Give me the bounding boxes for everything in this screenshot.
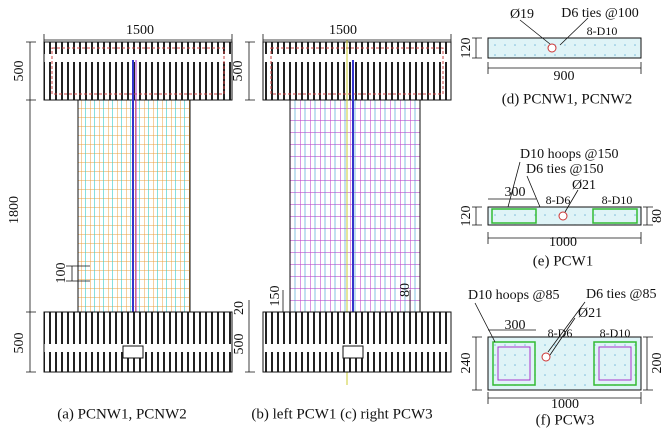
dim-label: 200 xyxy=(650,353,665,374)
label: 8-D6 xyxy=(548,326,573,340)
dim-label: 300 xyxy=(505,185,526,200)
label: Ø21 xyxy=(578,306,602,321)
label: 8-D10 xyxy=(587,24,618,38)
caption: (d) PCNW1, PCNW2 xyxy=(502,91,632,107)
dim-label: 1000 xyxy=(549,235,577,250)
panel-b: 1500 500 150 20 80 500 (b) left PCW1 (c)… xyxy=(231,23,451,422)
caption: (a) PCNW1, PCNW2 xyxy=(57,406,187,422)
dim-label: 1500 xyxy=(329,23,357,38)
dim-label: 120 xyxy=(459,38,474,59)
dim-label: 500 xyxy=(232,334,247,355)
label: D10 hoops @85 xyxy=(468,288,559,303)
dim-line xyxy=(245,42,255,372)
figure: 1500 500 1800 100 500 (a) PCNW1, PCNW2 1… xyxy=(0,0,665,428)
label: 8-D10 xyxy=(600,326,631,340)
label: 8-D10 xyxy=(602,193,633,207)
anchor xyxy=(343,346,363,358)
caption: (b) left PCW1 (c) right PCW3 xyxy=(251,406,432,422)
label: D6 ties @100 xyxy=(561,6,638,21)
label: Ø21 xyxy=(572,178,596,193)
dim-label: 100 xyxy=(54,263,69,284)
dim-label: 500 xyxy=(231,61,246,82)
top-block xyxy=(44,42,232,100)
duct xyxy=(542,353,550,361)
top-block xyxy=(263,42,451,100)
dim-label: 1500 xyxy=(126,23,154,38)
dim-label: 900 xyxy=(554,69,575,84)
dim-label: 80 xyxy=(398,283,413,297)
panel-e: D10 hoops @150 D6 ties @150 Ø21 300 8-D6… xyxy=(459,147,665,269)
panel-f: D10 hoops @85 D6 ties @85 Ø21 300 8-D6 8… xyxy=(459,287,665,428)
label: Ø19 xyxy=(510,7,534,22)
caption: (e) PCW1 xyxy=(533,253,593,269)
label: D6 ties @85 xyxy=(586,287,656,302)
panel-a: 1500 500 1800 100 500 (a) PCNW1, PCNW2 xyxy=(7,23,232,422)
dim-label: 240 xyxy=(459,353,474,374)
bottom-block xyxy=(263,312,451,372)
label: 8-D6 xyxy=(546,193,571,207)
section xyxy=(488,337,641,390)
panel-d: Ø19 D6 ties @100 8-D10 120 900 (d) PCNW1… xyxy=(459,6,641,107)
bottom-block xyxy=(44,312,232,372)
dim-label: 500 xyxy=(12,61,27,82)
dim-label: 20 xyxy=(232,301,247,315)
wall-web xyxy=(290,100,420,312)
caption: (f) PCW3 xyxy=(536,412,595,428)
dim-label: 500 xyxy=(12,333,27,354)
duct xyxy=(548,44,556,52)
dim-label: 120 xyxy=(459,206,474,227)
dim-label: 150 xyxy=(268,286,283,307)
dim-label: 1000 xyxy=(551,397,579,412)
duct xyxy=(559,212,567,220)
dim-label: 300 xyxy=(505,318,526,333)
dim-label: 80 xyxy=(650,209,665,223)
dim-label: 1800 xyxy=(7,196,22,224)
label: D6 ties @150 xyxy=(526,162,603,177)
label: D10 hoops @150 xyxy=(520,147,618,162)
dim-line xyxy=(26,42,36,372)
anchor xyxy=(123,346,143,358)
